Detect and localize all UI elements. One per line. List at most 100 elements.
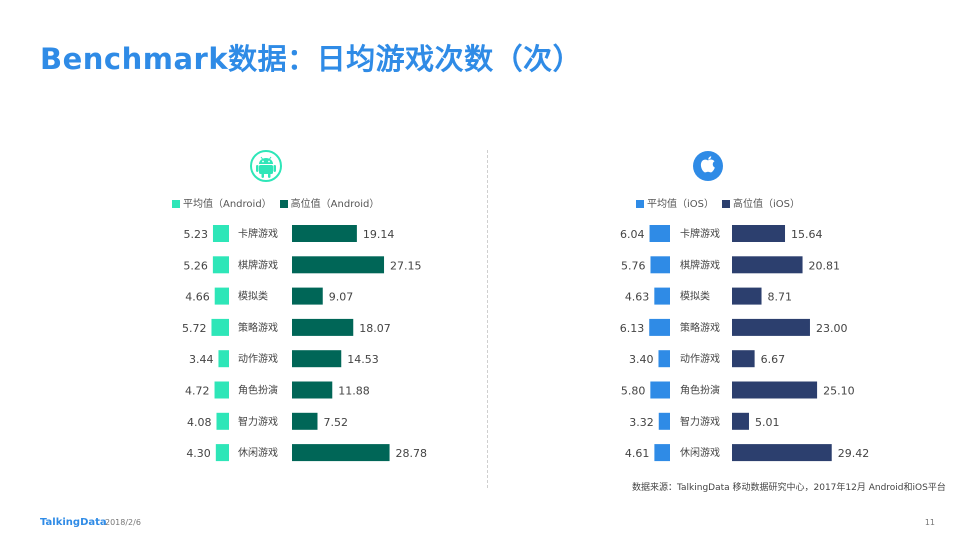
ios-avg-label-4: 3.40 [629, 353, 654, 366]
android-high-label-1: 27.15 [390, 259, 422, 272]
ios-avg-label-2: 4.63 [625, 291, 650, 304]
legend-swatch-avg-ios [636, 200, 644, 208]
android-avg-bar-1 [212, 256, 229, 274]
ios-avg-label-5: 5.80 [621, 385, 646, 398]
ios-high-label-2: 8.71 [768, 291, 793, 304]
legend-swatch-high-ios [722, 200, 730, 208]
legend-android: 平均值（Android） 高位值（Android） [172, 195, 379, 210]
ios-high-bar-2 [732, 287, 762, 305]
chart-ios: 6.04 卡牌游戏 15.64 5.76 棋牌游戏 20.81 4.63 模拟类 8.71 6.1… [620, 225, 870, 462]
chart-android: 5.23 卡牌游戏 19.14 5.26 棋牌游戏 27.15 4.66 模拟类 9.07 5.7… [182, 225, 428, 462]
ios-high-label-5: 25.10 [823, 385, 855, 398]
android-avg-bar-5 [214, 381, 229, 399]
ios-avg-bar-1 [650, 256, 670, 274]
ios-avg-bar-3 [649, 318, 670, 336]
ios-avg-label-7: 4.61 [625, 447, 650, 460]
android-avg-bar-6 [216, 412, 229, 430]
android-high-label-7: 28.78 [396, 447, 428, 460]
footer-logo: TalkingData [40, 517, 107, 528]
ios-high-bar-4 [732, 350, 755, 368]
ios-avg-bar-5 [650, 381, 670, 399]
android-high-label-3: 18.07 [359, 322, 391, 335]
ios-high-bar-0 [732, 225, 786, 242]
ios-category-label-3: 策略游戏 [680, 321, 720, 334]
ios-avg-bar-2 [654, 287, 670, 305]
android-avg-bar-0 [212, 225, 229, 242]
ios-avg-bar-6 [658, 412, 670, 430]
android-high-bar-2 [292, 287, 323, 305]
ios-high-bar-1 [732, 256, 803, 274]
page-title: Benchmark数据：日均游戏次数（次） [40, 42, 583, 76]
android-category-label-5: 角色扮演 [238, 384, 278, 397]
ios-high-label-4: 6.67 [761, 353, 786, 366]
ios-avg-label-1: 5.76 [621, 259, 646, 272]
ios-high-label-6: 5.01 [755, 416, 780, 429]
android-high-label-4: 14.53 [347, 353, 379, 366]
android-icon [250, 150, 282, 184]
android-high-bar-0 [292, 225, 357, 242]
android-avg-label-1: 5.26 [183, 259, 208, 272]
android-category-label-2: 模拟类 [238, 290, 268, 303]
android-high-label-6: 7.52 [323, 416, 348, 429]
ios-high-bar-7 [732, 444, 832, 462]
ios-avg-label-0: 6.04 [620, 228, 645, 241]
android-category-label-3: 策略游戏 [238, 321, 278, 334]
legend-label-avg-ios: 平均值（iOS） [647, 199, 714, 210]
android-avg-label-2: 4.66 [185, 291, 210, 304]
android-avg-bar-4 [218, 350, 229, 368]
ios-avg-bar-7 [654, 444, 670, 462]
ios-category-label-1: 棋牌游戏 [680, 258, 720, 271]
ios-high-label-7: 29.42 [838, 447, 870, 460]
android-avg-bar-3 [211, 318, 229, 336]
android-category-label-6: 智力游戏 [238, 415, 278, 428]
ios-category-label-6: 智力游戏 [680, 415, 720, 428]
apple-icon [692, 150, 724, 184]
ios-category-label-4: 动作游戏 [680, 352, 720, 365]
android-avg-bar-2 [214, 287, 229, 305]
ios-high-label-0: 15.64 [791, 228, 823, 241]
android-avg-label-6: 4.08 [187, 416, 212, 429]
android-category-label-0: 卡牌游戏 [238, 227, 278, 240]
android-high-bar-6 [292, 412, 318, 430]
ios-category-label-2: 模拟类 [680, 290, 710, 303]
page-number: 11 [924, 518, 935, 527]
ios-high-label-3: 23.00 [816, 322, 848, 335]
android-category-label-1: 棋牌游戏 [238, 258, 278, 271]
footer-date: 2018/2/6 [105, 518, 141, 527]
ios-avg-bar-4 [658, 350, 670, 368]
ios-category-label-5: 角色扮演 [680, 384, 720, 397]
android-avg-label-4: 3.44 [189, 353, 214, 366]
android-avg-bar-7 [215, 444, 229, 462]
legend-swatch-avg-android [172, 200, 180, 208]
android-high-bar-3 [292, 318, 354, 336]
android-avg-label-3: 5.72 [182, 322, 207, 335]
android-high-bar-7 [292, 444, 390, 462]
ios-high-bar-6 [732, 412, 749, 430]
android-category-label-4: 动作游戏 [238, 352, 278, 365]
android-high-bar-1 [292, 256, 385, 274]
ios-category-label-0: 卡牌游戏 [680, 227, 720, 240]
android-high-bar-4 [292, 350, 342, 368]
ios-high-label-1: 20.81 [809, 259, 841, 272]
ios-high-bar-3 [732, 318, 810, 336]
divider [487, 150, 488, 488]
android-avg-label-5: 4.72 [185, 385, 210, 398]
ios-high-bar-5 [732, 381, 818, 399]
android-high-bar-5 [292, 381, 333, 399]
legend-label-high-android: 高位值（Android） [290, 199, 380, 210]
android-high-label-0: 19.14 [363, 228, 395, 241]
android-avg-label-7: 4.30 [186, 447, 211, 460]
legend-swatch-high-android [279, 200, 288, 208]
legend-ios: 平均值（iOS） 高位值（iOS） [636, 195, 800, 210]
android-avg-label-0: 5.23 [183, 228, 208, 241]
source-note: 数据来源：TalkingData 移动数据研究中心，2017年12月 Andro… [632, 483, 946, 493]
ios-avg-label-3: 6.13 [620, 322, 645, 335]
legend-label-high-ios: 高位值（iOS） [733, 199, 800, 210]
ios-avg-label-6: 3.32 [629, 416, 654, 429]
android-category-label-7: 休闲游戏 [238, 446, 278, 459]
ios-category-label-7: 休闲游戏 [680, 446, 720, 459]
android-high-label-5: 11.88 [338, 385, 370, 398]
android-high-label-2: 9.07 [329, 291, 354, 304]
legend-label-avg-android: 平均值（Android） [183, 199, 272, 210]
ios-avg-bar-0 [649, 225, 670, 242]
